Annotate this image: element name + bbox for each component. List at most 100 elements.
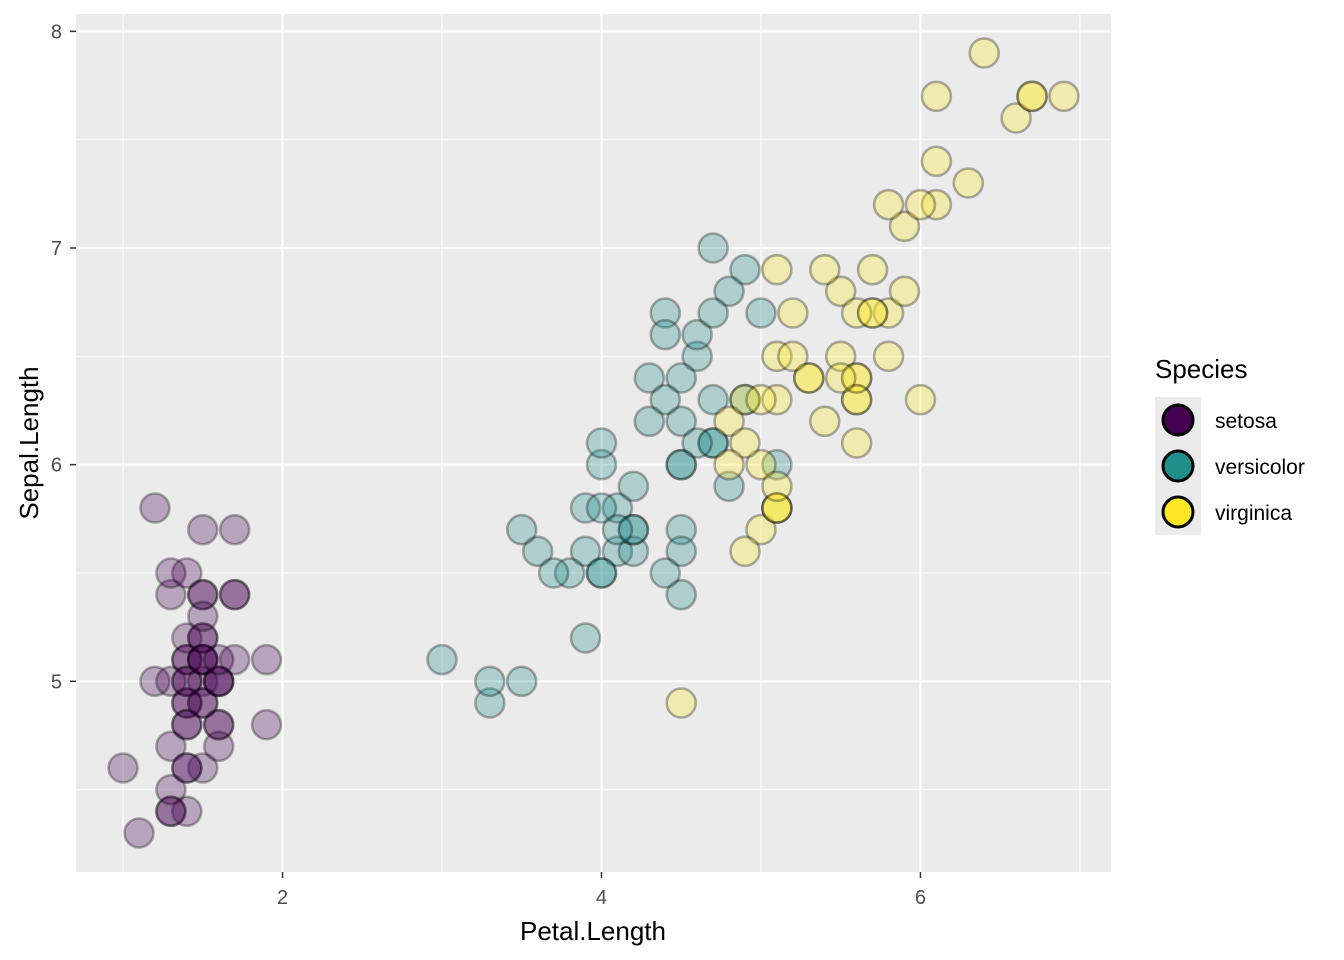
- plot-panel: [76, 14, 1111, 872]
- point-versicolor: [665, 535, 698, 568]
- legend-label-versicolor: versicolor: [1215, 456, 1305, 479]
- point-virginica: [920, 80, 953, 113]
- point-virginica: [840, 362, 873, 394]
- point-setosa: [202, 708, 235, 741]
- point-setosa: [186, 665, 219, 698]
- point-virginica: [808, 253, 841, 286]
- point-virginica: [1016, 80, 1048, 113]
- point-setosa: [171, 795, 203, 828]
- point-versicolor: [537, 557, 570, 589]
- point-virginica: [840, 297, 873, 329]
- x-axis: 2 4 6: [277, 872, 926, 909]
- point-setosa: [171, 708, 203, 741]
- point-virginica: [1000, 102, 1032, 134]
- point-versicolor: [713, 470, 745, 503]
- point-versicolor: [649, 318, 682, 351]
- point-versicolor: [697, 427, 729, 459]
- y-axis: 5 6 7 8: [51, 21, 76, 693]
- point-versicolor: [697, 383, 729, 416]
- point-virginica: [968, 37, 1001, 69]
- point-versicolor: [585, 427, 618, 459]
- point-versicolor: [729, 383, 761, 416]
- point-versicolor: [585, 557, 618, 589]
- point-versicolor: [585, 557, 618, 589]
- point-versicolor: [697, 297, 729, 329]
- point-versicolor: [649, 557, 682, 589]
- point-versicolor: [585, 492, 618, 524]
- point-virginica: [840, 383, 873, 416]
- point-versicolor: [633, 362, 666, 394]
- point-versicolor: [617, 470, 650, 503]
- point-virginica: [872, 188, 905, 221]
- point-setosa: [218, 578, 251, 611]
- point-virginica: [761, 253, 793, 286]
- point-versicolor: [633, 405, 666, 438]
- point-setosa: [186, 513, 219, 546]
- point-virginica: [824, 340, 857, 373]
- point-versicolor: [665, 405, 698, 438]
- point-versicolor: [505, 513, 538, 546]
- point-virginica: [729, 427, 761, 459]
- point-virginica: [952, 167, 985, 199]
- point-setosa: [139, 492, 171, 524]
- minor-gridlines: [76, 14, 1111, 872]
- point-virginica: [1016, 80, 1048, 113]
- point-versicolor: [745, 297, 777, 329]
- point-versicolor: [569, 622, 602, 654]
- point-setosa: [155, 773, 187, 806]
- point-setosa: [202, 643, 235, 676]
- point-virginica: [888, 210, 921, 243]
- point-versicolor: [505, 665, 538, 698]
- point-setosa: [218, 643, 251, 676]
- point-setosa: [171, 622, 203, 654]
- legend-label-setosa: setosa: [1215, 410, 1277, 433]
- legend-key-setosa: [1161, 403, 1195, 437]
- point-virginica: [713, 448, 745, 481]
- point-versicolor: [601, 513, 634, 546]
- point-setosa: [186, 600, 219, 633]
- x-tick-label: 4: [596, 887, 607, 909]
- point-virginica: [824, 362, 857, 394]
- point-versicolor: [474, 687, 506, 719]
- point-virginica: [872, 297, 905, 329]
- point-setosa: [250, 643, 283, 676]
- x-tick-label: 2: [277, 887, 288, 909]
- point-versicolor: [649, 297, 682, 329]
- point-virginica: [840, 427, 873, 459]
- y-tick-label: 5: [51, 671, 62, 693]
- point-setosa: [155, 730, 187, 763]
- point-virginica: [665, 687, 698, 719]
- point-setosa: [155, 665, 187, 698]
- point-virginica: [840, 362, 873, 394]
- point-virginica: [729, 383, 761, 416]
- point-virginica: [761, 383, 793, 416]
- point-setosa: [186, 752, 219, 784]
- point-setosa: [171, 643, 203, 676]
- point-versicolor: [665, 578, 698, 611]
- point-virginica: [713, 405, 745, 438]
- point-virginica: [729, 535, 761, 568]
- point-setosa: [186, 687, 219, 719]
- y-axis-title: Sepal.Length: [14, 366, 44, 519]
- point-versicolor: [729, 253, 761, 286]
- point-versicolor: [681, 340, 713, 373]
- point-setosa: [123, 817, 155, 849]
- legend-label-virginica: virginica: [1215, 502, 1292, 525]
- point-versicolor: [617, 513, 650, 546]
- x-axis-title: Petal.Length: [520, 916, 666, 946]
- point-versicolor: [553, 557, 586, 589]
- point-setosa: [202, 708, 235, 741]
- legend-title: Species: [1155, 354, 1248, 384]
- point-setosa: [171, 665, 203, 698]
- point-setosa: [155, 557, 187, 589]
- point-setosa: [155, 795, 187, 828]
- point-setosa: [186, 643, 219, 676]
- point-virginica: [856, 253, 889, 286]
- point-virginica: [808, 405, 841, 438]
- y-tick-label: 6: [51, 455, 62, 477]
- point-versicolor: [697, 232, 729, 264]
- point-virginica: [856, 297, 889, 329]
- point-virginica: [761, 492, 793, 524]
- point-setosa: [202, 665, 235, 698]
